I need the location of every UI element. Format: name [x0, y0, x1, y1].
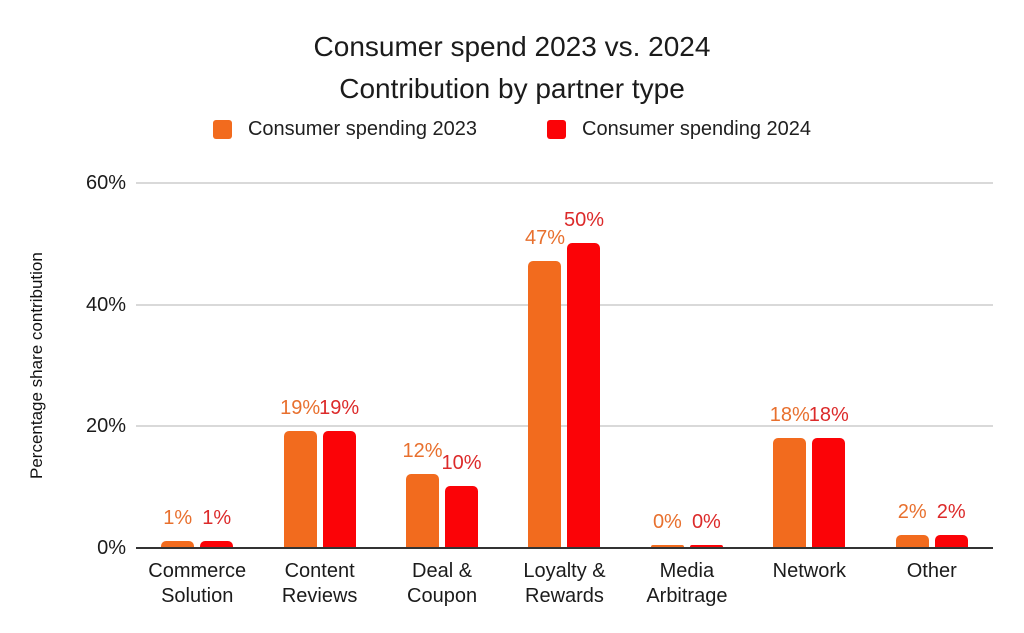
bar-pair-content-reviews: 19% 19%	[280, 397, 359, 547]
bar-group-loyalty-rewards: 47% 50% Loyalty & Rewards	[503, 182, 625, 607]
bar-fill-2023-deal-coupon	[406, 474, 440, 547]
chart-title: Consumer spend 2023 vs. 2024 Contributio…	[0, 26, 1024, 110]
bar-fill-2024-network	[812, 437, 846, 547]
x-axis-line	[136, 547, 993, 549]
bar-2023-network: 18%	[770, 404, 810, 547]
bar-fill-2023-media-arbitrage	[650, 544, 684, 547]
gridline-40pct	[136, 303, 993, 306]
data-label-2023-loyalty-rewards: 47%	[524, 227, 565, 250]
data-label-2024-media-arbitrage: 0%	[691, 510, 721, 533]
bar-2024-other: 2%	[934, 501, 968, 547]
bar-fill-2023-loyalty-rewards	[528, 261, 562, 547]
legend-swatch-2023-icon	[212, 120, 232, 139]
bar-2024-deal-coupon: 10%	[442, 452, 482, 547]
y-tick-label-20pct: 20%	[85, 415, 126, 438]
gridline-60pct	[136, 182, 993, 184]
data-label-2024-deal-coupon: 10%	[441, 452, 482, 475]
y-tick-label-60pct: 60%	[85, 172, 126, 194]
x-category-label-loyalty-rewards: Loyalty & Rewards	[523, 560, 606, 607]
bar-group-content-reviews: 19% 19% Content Reviews	[258, 182, 380, 607]
bar-group-deal-coupon: 12% 10% Deal & Coupon	[381, 182, 503, 607]
bar-fill-2023-content-reviews	[283, 431, 317, 547]
bar-2023-loyalty-rewards: 47%	[525, 227, 565, 547]
x-category-label-content-reviews: Content Reviews	[281, 560, 358, 607]
bar-groups: 1% 1% Commerce Solution 19% 19% Content Revie…	[136, 182, 993, 608]
bar-fill-2023-other	[895, 534, 929, 547]
legend-swatch-2024-icon	[547, 120, 566, 139]
plot-area: 1% 1% Commerce Solution 19% 19% Content Revie…	[136, 182, 993, 608]
chart-legend: Consumer spending 2023 Consumer spending…	[0, 118, 1024, 141]
bar-fill-2023-network	[773, 437, 807, 547]
bar-2023-media-arbitrage: 0%	[650, 511, 684, 547]
bar-2023-content-reviews: 19%	[280, 397, 320, 547]
bar-2024-loyalty-rewards: 50%	[564, 209, 604, 547]
bar-2023-other: 2%	[895, 501, 929, 547]
bar-pair-media-arbitrage: 0% 0%	[650, 511, 723, 547]
bar-2023-deal-coupon: 12%	[403, 440, 443, 547]
bar-fill-2023-commerce-solution	[161, 540, 195, 547]
bar-2024-content-reviews: 19%	[319, 397, 359, 547]
legend-label-2023: Consumer spending 2023	[247, 118, 477, 140]
data-label-2023-media-arbitrage: 0%	[652, 510, 682, 533]
bar-fill-2024-loyalty-rewards	[567, 242, 601, 547]
data-label-2023-other: 2%	[897, 500, 927, 523]
bar-pair-loyalty-rewards: 47% 50%	[525, 209, 604, 547]
bar-2024-media-arbitrage: 0%	[689, 511, 723, 547]
y-tick-label-0pct: 0%	[97, 537, 126, 559]
chart-title-line2: Contribution by partner type	[339, 73, 685, 104]
bar-pair-commerce-solution: 1% 1%	[161, 507, 234, 547]
y-tick-label-40pct: 40%	[85, 293, 126, 316]
data-label-2024-network: 18%	[808, 403, 849, 426]
x-category-label-commerce-solution: Commerce Solution	[148, 560, 247, 607]
data-label-2023-network: 18%	[769, 403, 810, 426]
bar-fill-2024-other	[934, 534, 968, 547]
bar-2024-network: 18%	[809, 404, 849, 547]
data-label-2023-deal-coupon: 12%	[402, 440, 443, 462]
legend-item-2023: Consumer spending 2023	[212, 118, 477, 141]
x-category-label-deal-coupon: Deal & Coupon	[407, 560, 478, 607]
bar-group-network: 18% 18% Network	[748, 182, 870, 583]
bar-group-commerce-solution: 1% 1% Commerce Solution	[136, 182, 258, 607]
gridline-20pct	[136, 425, 993, 428]
x-category-label-other: Other	[906, 560, 957, 582]
data-label-2024-content-reviews: 19%	[319, 397, 360, 420]
bar-group-other: 2% 2% Other	[871, 182, 993, 582]
bar-fill-2024-deal-coupon	[445, 486, 479, 547]
data-label-2024-loyalty-rewards: 50%	[563, 208, 604, 231]
x-category-label-media-arbitrage: Media Arbitrage	[646, 560, 728, 607]
bar-group-media-arbitrage: 0% 0% Media Arbitrage	[626, 182, 748, 608]
data-label-2024-other: 2%	[936, 500, 966, 523]
data-label-2024-commerce-solution: 1%	[202, 506, 232, 529]
bar-fill-2024-commerce-solution	[200, 540, 234, 547]
bar-pair-other: 2% 2%	[895, 501, 968, 547]
bar-fill-2024-content-reviews	[322, 431, 356, 547]
y-axis-title: Percentage share contribution	[27, 252, 46, 479]
legend-item-2024: Consumer spending 2024	[547, 118, 811, 141]
bar-pair-network: 18% 18%	[770, 404, 849, 547]
bar-pair-deal-coupon: 12% 10%	[403, 440, 482, 547]
bar-2023-commerce-solution: 1%	[161, 507, 195, 547]
bar-fill-2024-media-arbitrage	[689, 544, 723, 547]
legend-label-2024: Consumer spending 2024	[582, 118, 812, 140]
data-label-2023-commerce-solution: 1%	[163, 506, 193, 529]
data-label-2023-content-reviews: 19%	[280, 397, 321, 420]
bar-2024-commerce-solution: 1%	[200, 507, 234, 547]
x-category-label-network: Network	[772, 560, 846, 582]
chart-title-line1: Consumer spend 2023 vs. 2024	[313, 31, 711, 62]
